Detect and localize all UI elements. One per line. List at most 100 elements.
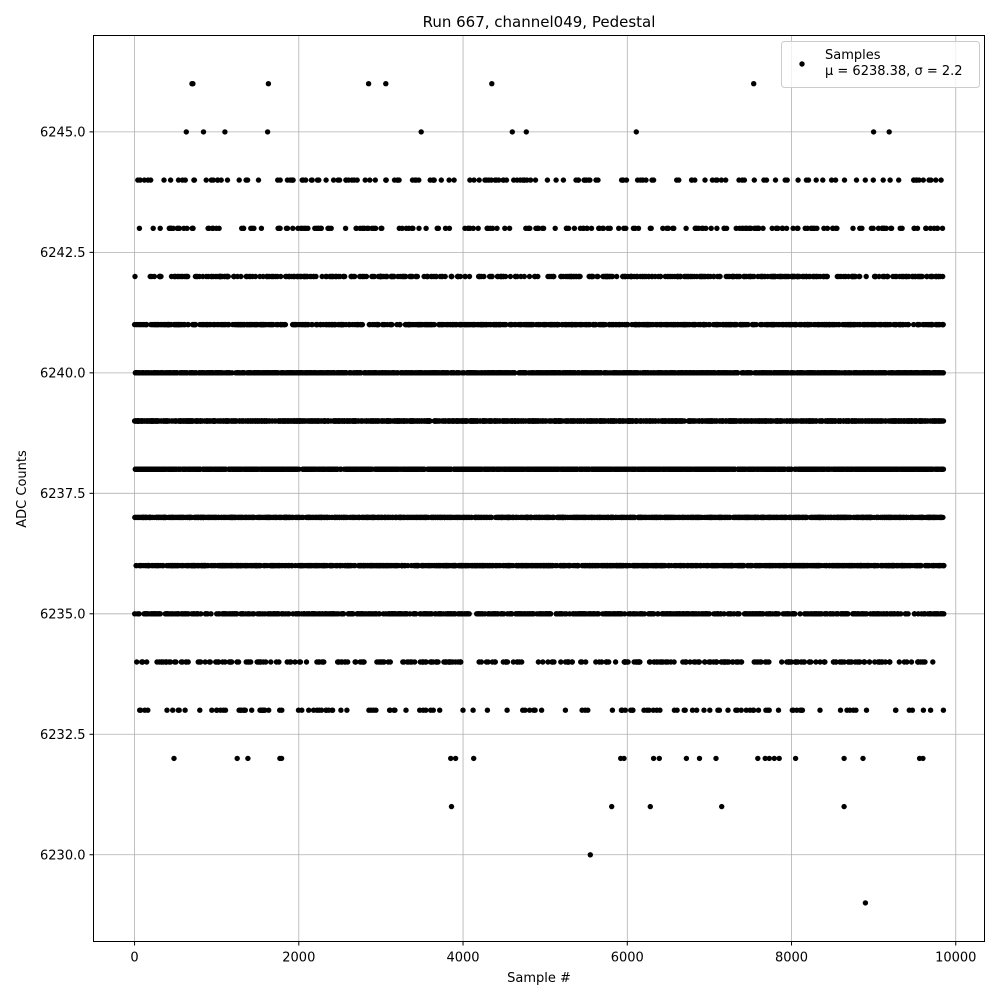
data-point <box>202 659 208 665</box>
data-point <box>538 707 545 713</box>
data-point <box>354 177 360 183</box>
data-point <box>305 225 311 231</box>
data-point <box>185 273 191 280</box>
data-point <box>521 273 527 280</box>
data-point <box>478 659 485 665</box>
data-point <box>526 273 533 280</box>
data-point <box>372 225 379 231</box>
data-point <box>458 659 464 665</box>
data-point <box>489 273 495 280</box>
data-point <box>460 707 466 713</box>
data-point <box>161 177 167 183</box>
data-point <box>240 225 247 231</box>
data-point <box>466 273 473 280</box>
data-point <box>481 273 487 280</box>
data-point <box>224 177 231 183</box>
data-point <box>502 225 508 231</box>
data-point <box>303 659 310 665</box>
data-point <box>410 225 416 231</box>
data-point <box>532 177 539 183</box>
data-point <box>313 273 319 280</box>
data-point <box>414 273 421 280</box>
data-point <box>532 707 538 713</box>
data-point <box>336 177 343 183</box>
data-point <box>208 611 214 617</box>
data-point <box>492 659 498 665</box>
data-point <box>373 707 379 713</box>
data-point <box>527 225 533 231</box>
data-point <box>367 177 373 183</box>
data-point <box>277 225 283 231</box>
data-point <box>249 707 255 713</box>
data-point <box>344 707 350 713</box>
data-point <box>431 177 437 183</box>
data-point <box>192 321 199 328</box>
data-point <box>222 707 229 713</box>
data-point <box>297 659 304 665</box>
data-point <box>437 707 443 713</box>
data-point <box>136 611 142 617</box>
data-point <box>476 177 482 183</box>
data-point <box>158 273 164 280</box>
data-point <box>470 225 476 231</box>
data-point <box>342 225 349 231</box>
data-point <box>363 273 370 280</box>
data-point <box>218 177 224 183</box>
data-point <box>540 225 547 231</box>
data-point <box>352 273 358 280</box>
data-point <box>504 707 510 713</box>
data-point <box>503 177 510 183</box>
data-point <box>328 225 334 231</box>
data-point <box>277 177 283 183</box>
data-point <box>203 177 209 183</box>
data-point <box>435 225 442 231</box>
data-point <box>471 177 477 183</box>
data-point <box>416 177 422 183</box>
data-point <box>383 177 389 183</box>
data-point <box>338 707 344 713</box>
data-point <box>451 177 457 183</box>
data-point <box>173 659 179 665</box>
data-point <box>236 177 242 183</box>
data-point <box>306 707 312 713</box>
data-point <box>299 707 305 713</box>
data-point <box>207 659 213 665</box>
data-point <box>140 659 146 665</box>
data-point <box>290 225 296 231</box>
data-point <box>251 225 257 231</box>
data-point <box>185 659 191 665</box>
data-point <box>263 659 269 665</box>
data-point <box>184 225 190 231</box>
data-point <box>225 273 231 280</box>
data-point <box>150 225 156 231</box>
data-point <box>290 177 296 183</box>
data-point <box>466 611 472 617</box>
data-point <box>136 225 143 231</box>
data-point <box>540 659 546 665</box>
data-point <box>535 273 541 280</box>
data-point <box>502 273 509 280</box>
data-point <box>423 225 429 231</box>
data-point <box>361 659 367 665</box>
data-point <box>229 659 235 665</box>
data-point <box>494 225 500 231</box>
data-point <box>198 611 204 617</box>
data-point <box>175 177 182 183</box>
data-point <box>403 707 409 713</box>
data-point <box>470 707 476 713</box>
data-point <box>151 273 158 280</box>
data-point <box>176 225 183 231</box>
data-point <box>316 177 322 183</box>
data-point <box>176 707 182 713</box>
data-point <box>268 659 274 665</box>
data-point <box>209 707 215 713</box>
data-point <box>248 659 254 665</box>
data-point <box>216 225 222 231</box>
data-point <box>345 659 351 665</box>
data-point <box>132 273 138 280</box>
data-point <box>134 659 140 665</box>
data-point <box>435 659 441 665</box>
data-point <box>359 321 366 328</box>
data-point <box>182 177 188 183</box>
data-point <box>137 707 144 713</box>
